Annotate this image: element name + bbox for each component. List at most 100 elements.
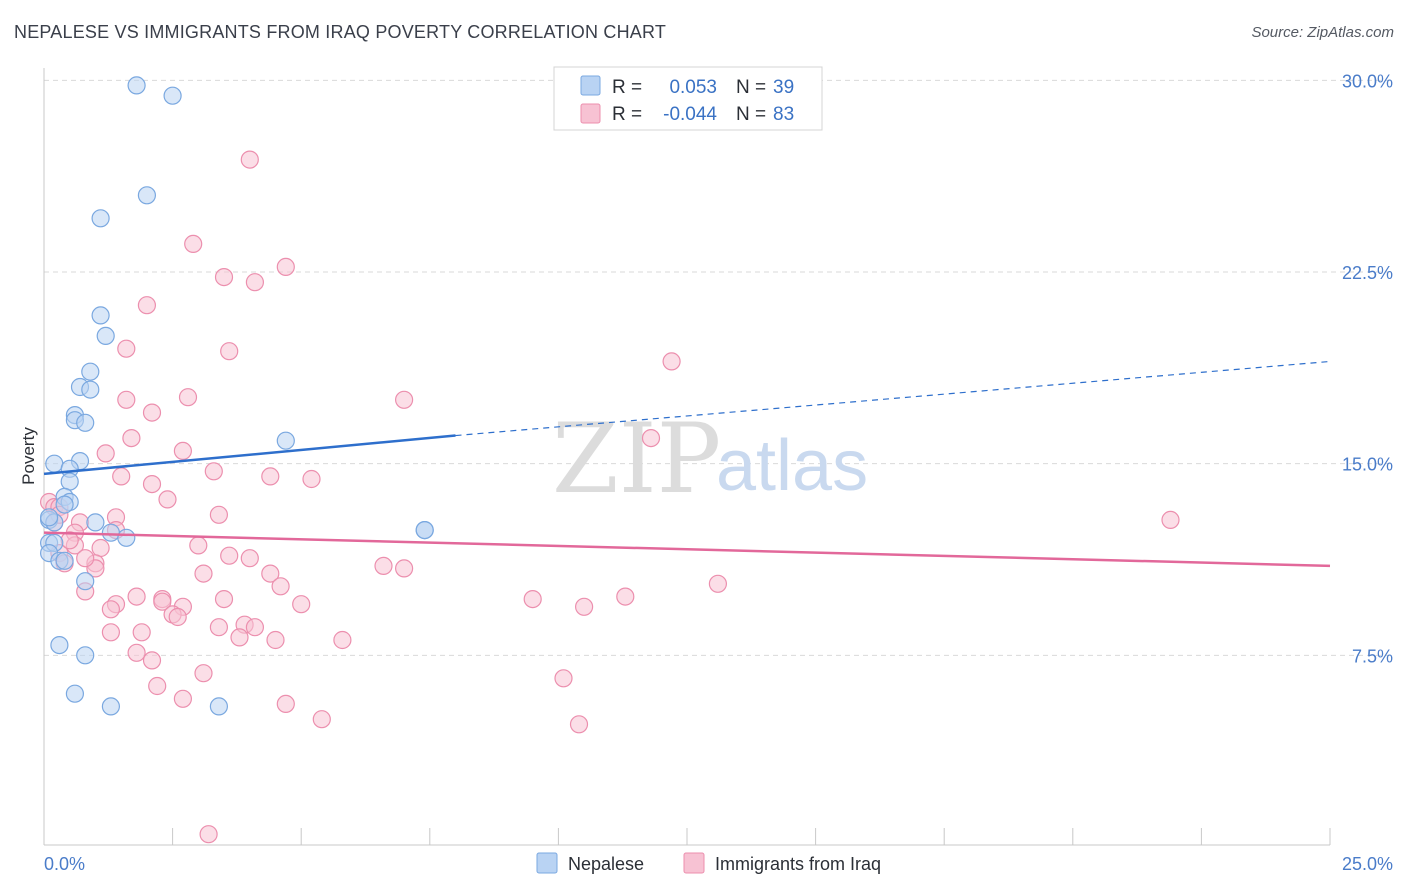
- point-nepalese: [55, 551, 74, 570]
- point-iraq: [91, 538, 110, 558]
- x-tick-label-min: 0.0%: [44, 854, 85, 874]
- y-tick-label: 30.0%: [1342, 71, 1393, 91]
- point-iraq: [209, 505, 228, 524]
- point-iraq: [271, 577, 290, 596]
- point-iraq: [127, 587, 146, 606]
- point-iraq: [261, 467, 280, 486]
- point-iraq: [261, 564, 280, 583]
- point-nepalese: [76, 646, 95, 665]
- y-axis-title: Poverty: [19, 427, 38, 485]
- point-iraq: [395, 559, 414, 578]
- y-tick-label: 7.5%: [1352, 646, 1393, 666]
- point-iraq: [194, 564, 213, 583]
- chart-source: Source: ZipAtlas.com: [1251, 24, 1394, 41]
- legend-r-value-iraq: -0.044: [663, 104, 717, 125]
- bottom-legend-label-iraq: Immigrants from Iraq: [715, 854, 881, 874]
- point-nepalese: [276, 431, 295, 450]
- point-nepalese: [81, 362, 100, 381]
- point-iraq: [209, 618, 228, 637]
- bottom-legend-swatch-nepalese: [536, 852, 558, 874]
- watermark-atlas: atlas: [716, 426, 868, 506]
- point-iraq: [266, 630, 285, 650]
- point-iraq: [240, 549, 259, 568]
- watermark-zip: ZIP: [552, 403, 721, 515]
- point-nepalese: [76, 413, 95, 432]
- x-axis-ticks: [43, 828, 1331, 845]
- point-nepalese: [415, 520, 434, 540]
- point-iraq: [132, 623, 151, 642]
- point-iraq: [662, 352, 681, 371]
- point-nepalese: [50, 635, 69, 655]
- point-iraq: [96, 444, 115, 463]
- point-nepalese: [86, 513, 105, 532]
- legend-r-value-nepalese: 0.053: [669, 77, 717, 98]
- point-iraq: [220, 546, 239, 565]
- point-iraq: [214, 589, 234, 609]
- point-iraq: [142, 651, 162, 670]
- point-iraq: [189, 536, 208, 555]
- point-nepalese: [60, 472, 79, 491]
- point-iraq: [292, 595, 311, 614]
- legend-box: R = 0.053 N = 39 R = -0.044 N = 83: [553, 66, 823, 131]
- point-iraq: [142, 403, 162, 422]
- point-nepalese: [117, 528, 136, 547]
- point-iraq: [101, 623, 121, 642]
- point-iraq: [395, 390, 414, 409]
- legend-n-label-nepalese: N =: [736, 77, 766, 98]
- point-nepalese: [81, 380, 100, 399]
- series-nepalese-points: [39, 76, 434, 716]
- point-iraq: [168, 607, 187, 627]
- point-iraq: [127, 643, 146, 662]
- point-iraq: [333, 630, 352, 650]
- point-iraq: [137, 296, 156, 315]
- point-nepalese: [76, 572, 95, 591]
- point-iraq: [122, 429, 141, 448]
- point-iraq: [240, 150, 259, 169]
- point-iraq: [158, 490, 177, 509]
- point-iraq: [230, 628, 249, 647]
- bottom-legend-swatch-iraq: [683, 852, 705, 874]
- point-iraq: [194, 664, 213, 683]
- point-iraq: [554, 669, 573, 688]
- y-tick-labels: 7.5% 15.0% 22.5% 30.0%: [1342, 71, 1393, 666]
- trend-lines: [43, 360, 1331, 568]
- point-iraq: [214, 268, 234, 287]
- point-nepalese: [45, 454, 64, 473]
- point-iraq: [199, 825, 218, 844]
- point-iraq: [616, 587, 635, 606]
- point-iraq: [1161, 510, 1180, 530]
- point-iraq: [142, 475, 162, 494]
- point-nepalese: [55, 495, 74, 514]
- point-iraq: [276, 257, 295, 276]
- point-iraq: [302, 469, 321, 489]
- legend-r-label-iraq: R =: [612, 104, 642, 125]
- legend-swatch-iraq: [580, 103, 601, 124]
- point-nepalese: [127, 76, 146, 95]
- chart-title: NEPALESE VS IMMIGRANTS FROM IRAQ POVERTY…: [14, 22, 667, 42]
- legend-n-value-nepalese: 39: [773, 77, 794, 98]
- trend-line-nepalese: [43, 434, 456, 476]
- trend-line-nepalese-extension: [455, 360, 1331, 437]
- point-iraq: [569, 715, 589, 734]
- point-iraq: [117, 339, 136, 358]
- point-iraq: [178, 388, 198, 407]
- point-iraq: [173, 441, 192, 460]
- legend-r-label-nepalese: R =: [612, 77, 642, 98]
- point-iraq: [173, 689, 192, 708]
- point-iraq: [76, 549, 95, 568]
- y-tick-label: 15.0%: [1342, 455, 1393, 475]
- legend-n-value-iraq: 83: [773, 104, 794, 125]
- point-iraq: [101, 600, 121, 619]
- point-nepalese: [91, 209, 110, 228]
- point-nepalese: [65, 684, 85, 703]
- point-nepalese: [91, 306, 110, 325]
- point-iraq: [245, 618, 264, 637]
- legend-n-label-iraq: N =: [736, 104, 766, 125]
- point-nepalese: [101, 697, 121, 716]
- point-iraq: [184, 234, 203, 253]
- point-iraq: [374, 556, 393, 576]
- point-nepalese: [101, 523, 121, 542]
- point-nepalese: [96, 326, 115, 345]
- legend-swatch-nepalese: [580, 75, 601, 96]
